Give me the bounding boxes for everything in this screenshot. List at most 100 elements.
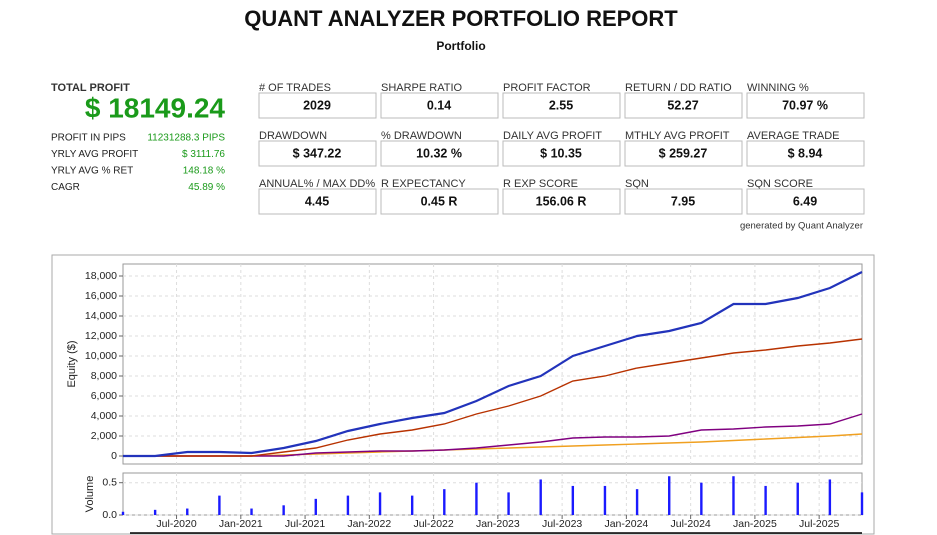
stat-label: DAILY AVG PROFIT (503, 130, 602, 142)
stat-label: AVERAGE TRADE (747, 130, 840, 142)
y-tick-label: 10,000 (85, 350, 117, 362)
equity-line (123, 338, 863, 457)
y-tick-label: 6,000 (91, 390, 117, 402)
volume-bar (668, 476, 671, 515)
stat-label: PROFIT FACTOR (503, 82, 591, 94)
volume-bar (250, 508, 253, 515)
volume-bar (796, 482, 799, 515)
volume-bar (378, 492, 382, 515)
volume-bar (539, 479, 542, 515)
stat-value: 0.45 R (421, 194, 458, 208)
volume-bar (603, 485, 607, 515)
x-tick-label: Jul-2020 (156, 518, 196, 530)
volume-bar (507, 492, 510, 515)
stat-box (258, 188, 377, 215)
generated-by: generated by Quant Analyzer (740, 221, 863, 232)
stat-label: SQN SCORE (747, 178, 813, 190)
y-tick-label: 18,000 (85, 270, 117, 282)
stat-label: ANNUAL% / MAX DD% (259, 178, 375, 190)
stat-box (624, 188, 743, 215)
stat-box (502, 92, 621, 119)
stat-value: 7.95 (671, 194, 695, 208)
stat-value: 10.32 % (416, 146, 462, 160)
y-tick-label: 8,000 (91, 370, 117, 382)
stat-value: $ 259.27 (659, 146, 708, 160)
stat-value: 2029 (303, 98, 331, 112)
chart-frame (51, 254, 875, 535)
stat-box (746, 140, 865, 167)
volume-bar (282, 505, 285, 515)
equity-line (123, 271, 863, 458)
x-tick-label: Jul-2022 (413, 518, 453, 530)
stat-box (258, 140, 377, 167)
volume-bar (635, 489, 639, 515)
x-tick-label: Jul-2025 (799, 518, 839, 530)
total-profit-value: $ 18149.24 (85, 92, 226, 123)
summary-value: $ 3111.76 (182, 149, 225, 160)
y-tick-label: 14,000 (85, 310, 117, 322)
stat-label: MTHLY AVG PROFIT (625, 130, 730, 142)
stat-label: % DRAWDOWN (381, 130, 462, 142)
stat-box (624, 92, 743, 119)
volume-bar (121, 511, 125, 515)
y-tick-label: 2,000 (91, 430, 117, 442)
stat-box (380, 188, 499, 215)
x-tick-label: Jan-2021 (219, 518, 263, 530)
volume-bar (186, 508, 189, 515)
x-tick-label: Jan-2025 (733, 518, 777, 530)
stat-box (746, 92, 865, 119)
stat-box (258, 92, 377, 119)
volume-bar (475, 482, 478, 515)
stat-value: 6.49 (793, 194, 817, 208)
y-axis-label: Equity ($) (66, 340, 78, 387)
volume-bar (218, 495, 221, 515)
stat-value: $ 10.35 (540, 146, 582, 160)
volume-bar (860, 492, 864, 515)
summary-value: 148.18 % (183, 166, 225, 177)
volume-bar (410, 495, 414, 515)
stat-box (502, 140, 621, 167)
summary-label: CAGR (51, 182, 80, 193)
x-tick-label: Jan-2022 (347, 518, 391, 530)
y-tick-label: 16,000 (85, 290, 117, 302)
x-tick-label: Jul-2021 (285, 518, 325, 530)
report-subtitle: Portfolio (436, 39, 485, 53)
stat-value: 0.14 (427, 98, 451, 112)
volume-bar (828, 479, 832, 515)
y-tick-label: 0 (111, 450, 117, 462)
stat-value: $ 8.94 (788, 146, 823, 160)
stat-value: 52.27 (667, 98, 698, 112)
stat-label: SHARPE RATIO (381, 82, 463, 94)
volume-bar (346, 495, 350, 515)
y-tick-label: 0.5 (102, 476, 117, 488)
volume-bar (314, 498, 317, 515)
y-tick-label: 12,000 (85, 330, 117, 342)
x-tick-label: Jan-2024 (604, 518, 648, 530)
stat-box (746, 188, 865, 215)
stat-box (380, 140, 499, 167)
stat-label: RETURN / DD RATIO (625, 82, 732, 94)
stat-label: R EXP SCORE (503, 178, 578, 190)
y-axis-label: Volume (84, 476, 96, 513)
x-tick-label: Jul-2024 (670, 518, 710, 530)
stat-label: R EXPECTANCY (381, 178, 466, 190)
stat-label: SQN (625, 178, 649, 190)
stat-box (380, 92, 499, 119)
volume-bar (571, 485, 575, 515)
stat-box (624, 140, 743, 167)
stat-value: $ 347.22 (293, 146, 342, 160)
x-tick-label: Jul-2023 (542, 518, 582, 530)
y-tick-label: 0.0 (102, 509, 117, 521)
volume-bar (153, 509, 157, 515)
plot-area (122, 263, 863, 465)
summary-value: 45.89 % (188, 182, 225, 193)
x-tick-label: Jan-2023 (476, 518, 520, 530)
plot-area (122, 472, 863, 516)
y-tick-label: 4,000 (91, 410, 117, 422)
total-profit-label: TOTAL PROFIT (51, 82, 130, 94)
stat-value: 70.97 % (782, 98, 828, 112)
summary-value: 11231288.3 PIPS (147, 133, 225, 144)
summary-label: YRLY AVG PROFIT (51, 149, 138, 160)
